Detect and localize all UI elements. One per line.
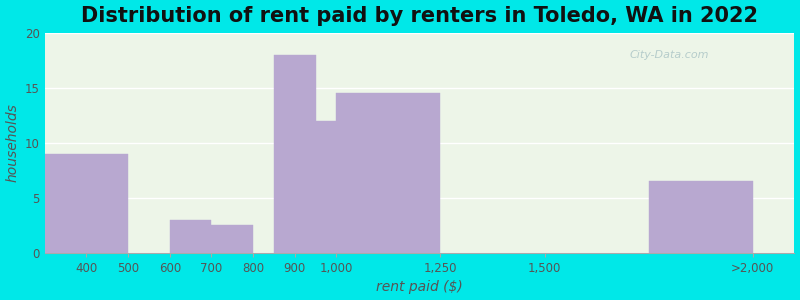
Text: City-Data.com: City-Data.com [630,50,709,60]
Bar [649,181,753,253]
Bar [211,225,253,253]
Bar [315,121,357,253]
Bar [336,93,441,253]
Bar [45,154,128,253]
Y-axis label: households: households [6,103,19,182]
Title: Distribution of rent paid by renters in Toledo, WA in 2022: Distribution of rent paid by renters in … [81,6,758,26]
Bar [170,220,211,253]
X-axis label: rent paid ($): rent paid ($) [376,280,463,294]
Bar [274,55,315,253]
